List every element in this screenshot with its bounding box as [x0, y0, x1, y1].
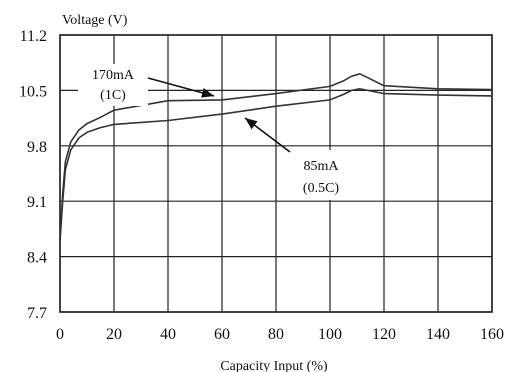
series-line-0: [59, 72, 493, 241]
x-tick-label-5: 100: [318, 326, 342, 343]
x-tick-label-4: 80: [268, 326, 284, 343]
y-tick-label-1: 10.5: [19, 83, 47, 100]
annotation-box-1: [286, 150, 356, 200]
x-tick-label-8: 160: [480, 326, 504, 343]
annotation-label-1-line2: (0.5C): [303, 181, 340, 196]
annotation-label-0-line2: (1C): [100, 88, 126, 103]
y-axis-label: Voltage (V): [62, 13, 128, 28]
x-axis-label: Capacity Input (%): [220, 359, 328, 372]
x-tick-label-1: 20: [106, 326, 122, 343]
x-tick-label-3: 60: [214, 326, 230, 343]
tick-labels: 0 20 40 60 80 100 120 140 160 11.2 10.5 9.8 9.1 8.4 7.…: [19, 28, 504, 343]
annotation-label-0-line1: 170mA: [92, 68, 135, 83]
y-tick-label-4: 8.4: [27, 250, 47, 267]
annotation-layer: 170mA (1C) 85mA (0.5C): [78, 64, 356, 200]
y-tick-label-2: 9.8: [27, 139, 47, 156]
annotation-arrowhead-0: [201, 88, 214, 98]
x-tick-label-6: 120: [372, 326, 396, 343]
x-tick-label-0: 0: [56, 326, 64, 343]
annotation-box-0: [78, 64, 148, 106]
curve-layer: [59, 72, 493, 241]
annotation-label-1-line1: 85mA: [304, 159, 340, 174]
y-tick-label-0: 11.2: [20, 28, 47, 45]
series-line-1: [59, 87, 493, 241]
x-tick-label-2: 40: [160, 326, 176, 343]
y-tick-label-5: 7.7: [27, 305, 47, 322]
y-tick-label-3: 9.1: [27, 194, 47, 211]
plot-frame: [59, 34, 493, 313]
annotation-arrowhead-1: [245, 118, 258, 130]
x-tick-label-7: 140: [426, 326, 450, 343]
